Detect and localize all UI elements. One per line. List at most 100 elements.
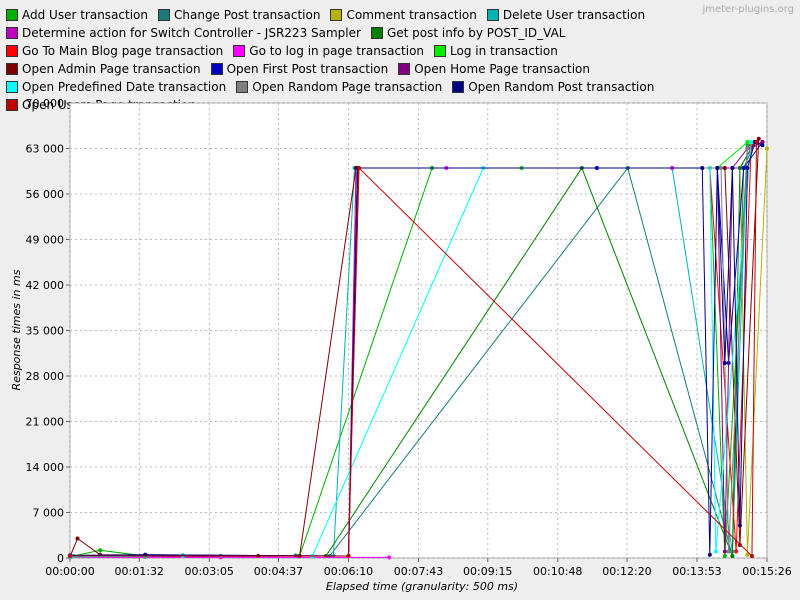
x-tick-label: 00:01:32 <box>115 565 164 578</box>
legend-item: Go To Main Blog page transaction <box>6 42 223 60</box>
data-point <box>756 136 761 141</box>
data-point <box>745 166 750 170</box>
legend-label: Get post info by POST_ID_VAL <box>386 26 566 40</box>
y-tick-label: 21 000 <box>26 416 65 429</box>
data-point <box>700 166 705 170</box>
y-tick-label: 35 000 <box>26 325 65 338</box>
data-point <box>707 552 712 557</box>
legend-label: Change Post transaction <box>174 8 321 22</box>
data-point <box>346 554 351 559</box>
data-point <box>722 554 727 559</box>
legend-label: Delete User transaction <box>502 8 646 22</box>
y-tick-label: 7 000 <box>33 507 65 520</box>
x-tick-label: 00:04:37 <box>254 565 303 578</box>
legend-label: Open Admin Page transaction <box>22 62 201 76</box>
y-tick-label: 0 <box>57 552 64 565</box>
legend-swatch <box>6 63 18 75</box>
legend-item: Log in transaction <box>434 42 558 60</box>
legend-swatch <box>158 9 170 21</box>
y-axis-label: Response times in ms <box>10 269 23 390</box>
data-point <box>765 146 769 151</box>
legend-item: Comment transaction <box>330 6 477 24</box>
legend-item: Delete User transaction <box>486 6 646 24</box>
y-tick-label: 49 000 <box>26 234 65 247</box>
legend-swatch <box>330 9 343 21</box>
x-tick-label: 00:15:26 <box>742 565 791 578</box>
legend-item: Change Post transaction <box>158 6 320 24</box>
data-point <box>745 140 750 144</box>
x-tick-label: 00:03:05 <box>185 565 234 578</box>
legend-swatch <box>398 63 411 75</box>
y-tick-label: 42 000 <box>26 279 65 292</box>
legend-swatch <box>486 9 499 21</box>
data-point <box>737 543 742 547</box>
data-point <box>713 549 718 554</box>
data-point <box>730 166 735 170</box>
x-axis-label: Elapsed time (granularity: 500 ms) <box>326 580 518 593</box>
data-point <box>741 166 746 170</box>
legend-swatch <box>6 99 18 111</box>
legend-label: Open Predefined Date transaction <box>22 80 227 94</box>
data-point <box>730 554 735 559</box>
legend-label: Comment transaction <box>346 8 477 22</box>
data-point <box>737 523 742 528</box>
data-point <box>749 554 754 559</box>
legend-label: Open First Post transaction <box>226 62 389 76</box>
x-tick-label: 00:09:15 <box>463 565 512 578</box>
data-point <box>726 549 731 554</box>
data-point <box>754 140 759 144</box>
legend-item: Add User transaction <box>6 6 148 24</box>
data-point <box>745 146 750 151</box>
legend-swatch <box>6 27 18 39</box>
legend-label: Go To Main Blog page transaction <box>22 44 224 58</box>
legend-label: Go to log in page transaction <box>249 44 425 58</box>
x-tick-label: 00:07:43 <box>394 565 443 578</box>
y-tick-label: 63 000 <box>26 143 65 156</box>
data-point <box>715 166 720 170</box>
data-point <box>75 536 80 541</box>
legend-item: Open Admin Page transaction <box>6 60 201 78</box>
y-tick-label: 14 000 <box>26 461 65 474</box>
data-point <box>737 166 742 170</box>
x-tick-label: 00:00:00 <box>45 565 94 578</box>
x-tick-label: 00:10:48 <box>533 565 582 578</box>
y-tick-label: 70 000 <box>26 97 65 110</box>
legend-swatch <box>210 63 223 75</box>
data-point <box>722 549 727 554</box>
legend-item: Open Random Page transaction <box>236 78 442 96</box>
legend-swatch <box>233 45 246 57</box>
data-point <box>760 140 765 144</box>
data-point <box>760 143 765 148</box>
x-tick-label: 00:12:20 <box>602 565 651 578</box>
legend-swatch <box>434 45 447 57</box>
legend-swatch <box>6 9 18 21</box>
data-point <box>734 549 739 554</box>
legend-swatch <box>370 27 383 39</box>
legend-label: Add User transaction <box>22 8 148 22</box>
legend-item: Go to log in page transaction <box>233 42 424 60</box>
legend-label: Open Random Page transaction <box>252 80 443 94</box>
legend-label: Log in transaction <box>450 44 558 58</box>
legend-item: Open First Post transaction <box>210 60 389 78</box>
data-point <box>749 140 754 144</box>
data-point <box>722 361 727 365</box>
data-point <box>745 552 750 557</box>
legend-label: Open Random Post transaction <box>468 80 655 94</box>
watermark: jmeter-plugins.org <box>702 4 794 15</box>
x-tick-label: 00:13:53 <box>672 565 721 578</box>
data-point <box>357 166 362 170</box>
legend-label: Open Home Page transaction <box>414 62 591 76</box>
legend-swatch <box>452 81 465 93</box>
data-point <box>387 555 392 560</box>
legend-item: Open Random Post transaction <box>452 78 654 96</box>
data-point <box>68 554 72 559</box>
legend-swatch <box>236 81 249 93</box>
y-tick-label: 28 000 <box>26 370 65 383</box>
data-point <box>722 166 727 170</box>
legend-label: Determine action for Switch Controller -… <box>22 26 361 40</box>
legend-item: Open Predefined Date transaction <box>6 78 226 96</box>
y-tick-label: 56 000 <box>26 188 65 201</box>
data-point <box>98 548 103 553</box>
